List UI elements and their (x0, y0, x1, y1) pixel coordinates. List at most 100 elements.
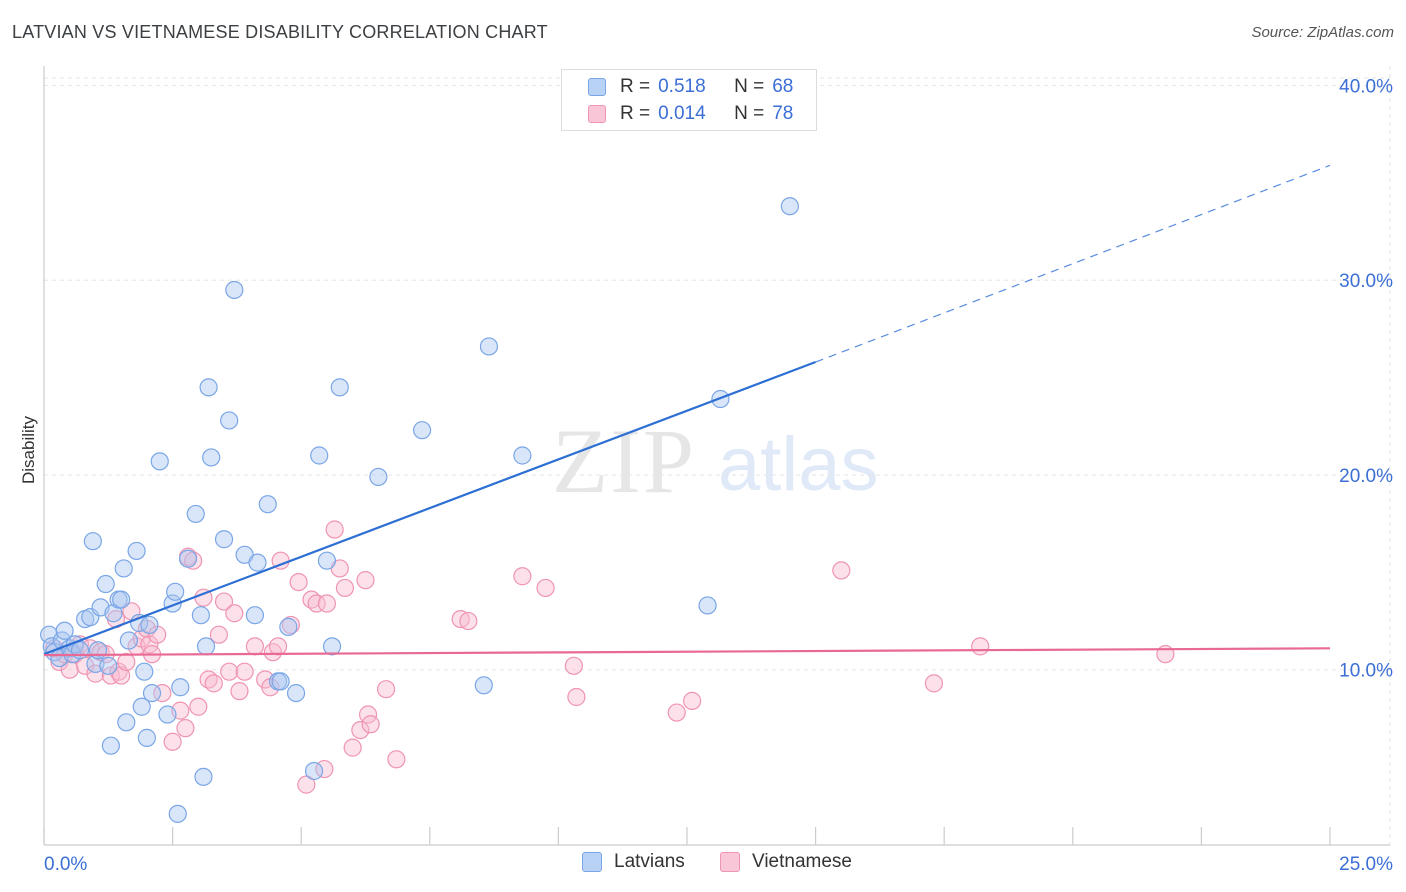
latvian-point (330, 378, 349, 397)
latvian-point (104, 604, 123, 623)
vietnamese-point (220, 662, 239, 681)
vietnamese-point (924, 674, 944, 693)
vietnamese-point (214, 592, 234, 611)
latvian-point (96, 574, 115, 594)
latvian-point (225, 280, 244, 300)
latvian-point (245, 606, 265, 625)
latvian-point (310, 446, 329, 465)
vietnamese-point (281, 615, 301, 635)
latvian-point (140, 615, 159, 635)
latvians-trend-extension (815, 164, 1331, 363)
vietnamese-point (387, 750, 406, 769)
series-label-latvians: Latvians (614, 851, 685, 872)
vietnamese-point (356, 571, 375, 590)
x-tick-label-min: 0.0% (44, 854, 87, 875)
latvian-point (166, 582, 185, 601)
latvian-point (112, 590, 131, 609)
latvian-point (70, 641, 90, 660)
latvian-point (196, 637, 216, 656)
watermark-zip: ZIP (552, 410, 696, 512)
latvian-point (186, 504, 205, 524)
latvian-point (191, 606, 210, 625)
vietnamese-point (163, 732, 182, 751)
latvian-point (474, 676, 493, 695)
vietnamese-point (376, 680, 396, 699)
latvian-point (369, 467, 388, 487)
vietnamese-point (459, 611, 478, 631)
vietnamese-point (230, 682, 249, 701)
latvian-point (132, 697, 151, 716)
vietnamese-point (513, 567, 532, 586)
latvian-point (83, 532, 102, 551)
latvian-point (150, 452, 169, 471)
latvian-point (304, 761, 324, 781)
legend-n-value-latvians: 68 (772, 76, 794, 97)
vietnamese-point (235, 662, 254, 681)
legend-n-value-vietnamese: 78 (772, 103, 794, 124)
legend-n-label: N = (734, 76, 765, 97)
legend-r-value-vietnamese: 0.014 (658, 103, 706, 124)
latvian-point (137, 728, 156, 747)
latvian-point (117, 713, 136, 732)
latvians-trend-line (43, 360, 816, 656)
vietnamese-point (117, 652, 136, 672)
latvian-point (202, 448, 221, 467)
latvian-point (199, 378, 218, 397)
series-legend-vietnamese: Vietnamese (720, 851, 852, 873)
latvian-point (101, 736, 120, 755)
vietnamese-point (148, 625, 167, 644)
vietnamese-point (209, 625, 228, 644)
legend-swatch-latvians (588, 78, 606, 96)
series-legend-latvians: Latvians (582, 851, 685, 873)
vietnamese-point (325, 520, 344, 539)
legend-n-label: N = (734, 103, 765, 124)
vietnamese-point (189, 697, 208, 716)
legend-swatch-vietnamese (588, 105, 606, 123)
vietnamese-trend-line (43, 647, 1331, 657)
vietnamese-point (536, 578, 555, 598)
latvian-point (479, 337, 499, 356)
latvian-point (178, 549, 198, 568)
vietnamese-point (289, 572, 308, 592)
latvian-point (412, 421, 432, 440)
latvian-point (214, 530, 234, 549)
latvian-point (513, 446, 532, 465)
legend-r-label: R = (620, 103, 651, 124)
series-swatch-vietnamese (720, 852, 740, 872)
latvian-point (258, 495, 277, 514)
y-tick-label: 40.0% (1339, 76, 1393, 97)
latvian-point (698, 596, 717, 615)
latvian-point (194, 767, 213, 786)
latvian-point (127, 541, 146, 561)
vietnamese-point (971, 637, 990, 656)
legend-r-label: R = (620, 76, 651, 97)
vietnamese-point (567, 687, 586, 707)
latvian-point (317, 551, 337, 570)
vietnamese-point (683, 691, 702, 710)
vietnamese-point (335, 578, 355, 598)
latvian-point (286, 683, 306, 703)
chart-source: Source: ZipAtlas.com (1251, 24, 1394, 41)
vietnamese-point (832, 561, 851, 580)
latvian-point (168, 804, 187, 823)
vietnamese-point (351, 720, 370, 740)
series-label-vietnamese: Vietnamese (752, 851, 852, 872)
latvian-point (119, 631, 138, 650)
x-tick-label-max: 25.0% (1339, 854, 1393, 875)
vietnamese-point (307, 594, 326, 613)
vietnamese-point (263, 643, 283, 662)
y-tick-label: 10.0% (1339, 661, 1393, 682)
latvian-point (322, 637, 342, 656)
latvian-point (114, 559, 133, 578)
legend-row-vietnamese: R = 0.014 N = 78 (588, 101, 793, 127)
vietnamese-point (225, 604, 244, 623)
vietnamese-point (153, 683, 172, 703)
chart-title: LATVIAN VS VIETNAMESE DISABILITY CORRELA… (12, 22, 548, 42)
series-swatch-latvians (582, 852, 602, 872)
vietnamese-point (268, 637, 288, 656)
latvian-point (780, 197, 799, 216)
series-legend: Latvians Vietnamese (0, 851, 1406, 877)
latvian-point (142, 683, 162, 703)
vietnamese-point (176, 719, 195, 738)
